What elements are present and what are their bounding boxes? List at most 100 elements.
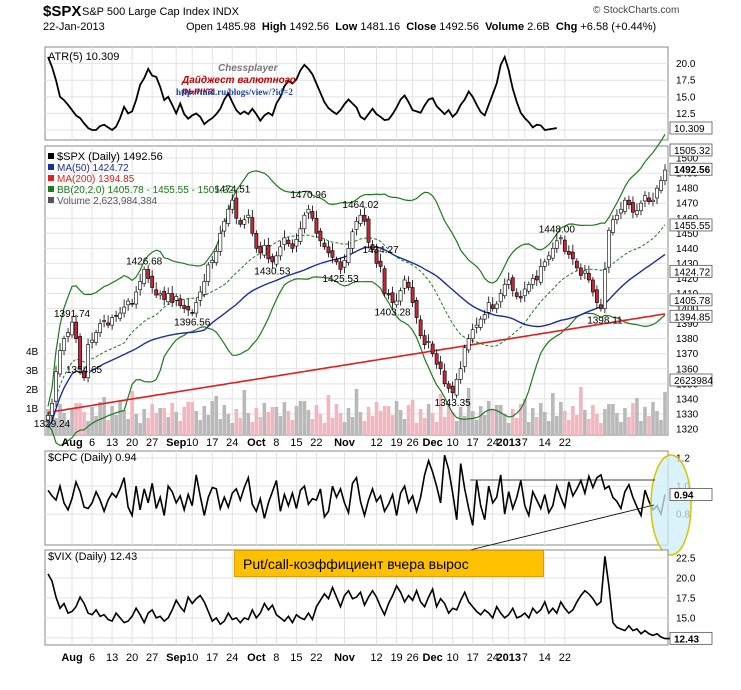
volume-bar [619,422,623,435]
volume-bar [366,407,371,435]
volume-bar [94,416,98,435]
candle-body [290,243,295,249]
ma200-line [47,313,666,414]
candle-body [466,338,471,351]
bb-lower-tag: 1405.78 [674,296,711,307]
candle-body [218,233,223,252]
volume-bar [174,412,179,435]
volume-bar [222,405,227,435]
xaxis-label-bottom: 19 [390,652,402,664]
spx-tick-label: 1380 [676,334,699,345]
volume-bar [126,419,130,435]
candle-body [66,332,70,337]
candle-body [186,306,191,311]
candle-body [422,335,427,345]
xaxis-label-bottom: 20 [126,652,138,664]
candle-body [643,195,647,202]
candle-body [442,370,447,385]
volume-bar [310,419,315,435]
spx-legend-swatch [48,197,54,203]
volume-tick-label: 2B [26,385,39,396]
volume-bar [306,410,311,435]
xaxis-label: Dec [423,437,443,449]
xaxis-label: 8 [273,437,279,449]
promo-subtitle: Дайджест валютного рынка [182,75,296,97]
volume-bar [410,400,415,435]
volume-bar [202,406,207,435]
price-label: 1426.68 [126,256,163,267]
index-name: S&P 500 Large Cap Index INDX [82,6,239,18]
candle-body [182,305,187,309]
volume-bar [595,414,599,435]
volume-bar [210,401,215,435]
candle-body [178,298,183,306]
volume-bar [583,410,587,435]
volume-bar [118,401,122,435]
candle-body [78,336,82,370]
candle-body [386,293,391,296]
candle-body [310,211,315,219]
volume-bar [110,406,114,435]
price-label: 1396.56 [174,318,211,329]
ma200-tag-box [669,309,713,323]
price-label: 1470.96 [290,190,327,201]
candle-body [334,259,339,263]
volume-bar [398,410,403,435]
candle-body [382,268,387,294]
volume-bar [563,411,567,435]
volume-bar [635,398,639,435]
volume-bar [190,402,195,435]
xaxis-label: 27 [146,437,158,449]
promo-url[interactable]: http://mid.ru/blogs/view/?id=2 [176,87,293,97]
candle-body [214,251,219,263]
bb-mid-tag-box [669,218,713,232]
candle-body [611,219,615,233]
bb-lower-line [47,276,666,447]
volume-bar [278,416,283,435]
volume-bar [286,411,291,435]
candle-body [306,208,311,214]
candle-body [494,303,499,309]
candle-body [74,321,78,339]
candle-body [198,291,203,301]
xaxis-label: 14 [539,437,551,449]
volume-bar [386,406,391,435]
xaxis-label-bottom: 13 [106,652,118,664]
xaxis-label-bottom: 10 [447,652,459,664]
volume-bar [262,403,267,435]
candle-body [362,214,367,222]
price-label: 1434.27 [362,245,399,256]
volume-bar [206,415,211,435]
candle-body [350,231,355,249]
xaxis-label: 22 [559,437,571,449]
bb-middle-line [47,224,666,416]
candle-body [322,242,327,248]
volume-bar [342,422,347,435]
volume-bar [434,422,439,435]
xaxis-label-bottom: 24 [226,652,238,664]
volume-bar [274,407,279,435]
candle-body [462,347,467,367]
candle-body [242,219,247,225]
candle-body [478,318,483,328]
xaxis-label-bottom: 22 [310,652,322,664]
volume-bar [538,403,543,435]
candle-body [174,296,179,301]
volume-bar [470,411,475,435]
candle-body [450,385,455,394]
volume-bar [70,408,74,435]
volume-bar [559,402,563,435]
candle-body [250,217,255,234]
price-label: 1430.53 [254,267,291,278]
xaxis-label: 7 [522,437,528,449]
volume-bar [54,418,58,435]
atr-tick-label: 20.0 [676,59,696,70]
candle-body [202,281,207,295]
volume-bar [142,409,146,435]
xaxis-label-bottom: 12 [370,652,382,664]
volume-bar [575,415,579,435]
volume-bar [526,422,531,435]
volume-bar [534,417,539,435]
atr-tick-label: 12.5 [676,109,696,120]
xaxis-label-bottom: 2013 [497,652,521,664]
